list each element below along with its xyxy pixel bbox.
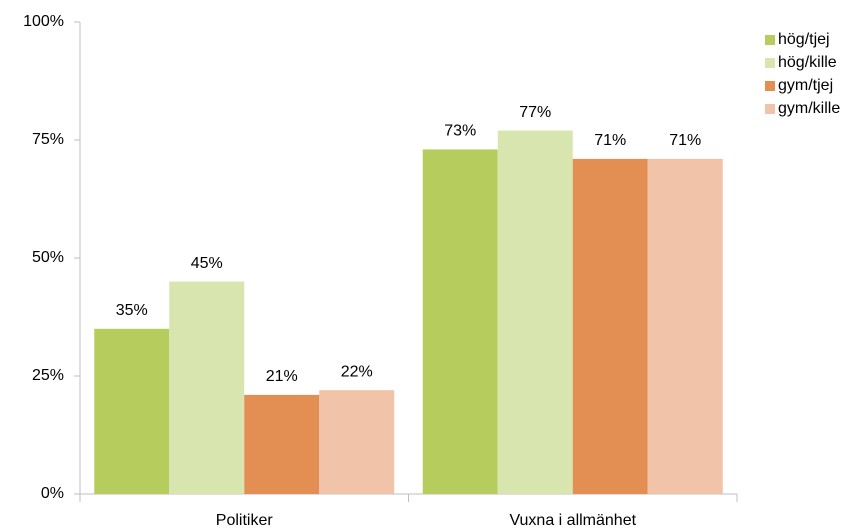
data-label: 71% bbox=[594, 132, 626, 149]
data-label: 77% bbox=[519, 104, 551, 121]
x-tick-label: Politiker bbox=[216, 512, 274, 528]
y-tick-label: 50% bbox=[32, 249, 64, 266]
legend-label: hög/kille bbox=[778, 54, 837, 71]
bar bbox=[169, 281, 245, 494]
legend-swatch bbox=[765, 58, 775, 68]
data-label: 73% bbox=[444, 123, 476, 140]
bar bbox=[94, 328, 170, 494]
legend-swatch bbox=[765, 104, 775, 114]
y-tick-label: 100% bbox=[23, 13, 64, 30]
data-label: 71% bbox=[669, 132, 701, 149]
bar bbox=[319, 390, 395, 494]
legend-label: gym/kille bbox=[778, 100, 840, 117]
bar bbox=[244, 394, 320, 494]
legend-swatch bbox=[765, 81, 775, 91]
bar bbox=[647, 158, 723, 494]
x-tick-label: Vuxna i allmänhet bbox=[509, 512, 636, 528]
bar bbox=[572, 158, 648, 494]
bar bbox=[497, 130, 573, 494]
data-label: 45% bbox=[191, 255, 223, 272]
y-tick-label: 0% bbox=[41, 485, 64, 502]
legend-swatch bbox=[765, 35, 775, 45]
data-label: 21% bbox=[266, 368, 298, 385]
y-tick-label: 75% bbox=[32, 131, 64, 148]
bar bbox=[422, 149, 498, 494]
data-label: 22% bbox=[341, 363, 373, 380]
legend-label: gym/tjej bbox=[778, 77, 833, 94]
data-label: 35% bbox=[116, 302, 148, 319]
legend-label: hög/tjej bbox=[778, 31, 830, 48]
y-tick-label: 25% bbox=[32, 367, 64, 384]
